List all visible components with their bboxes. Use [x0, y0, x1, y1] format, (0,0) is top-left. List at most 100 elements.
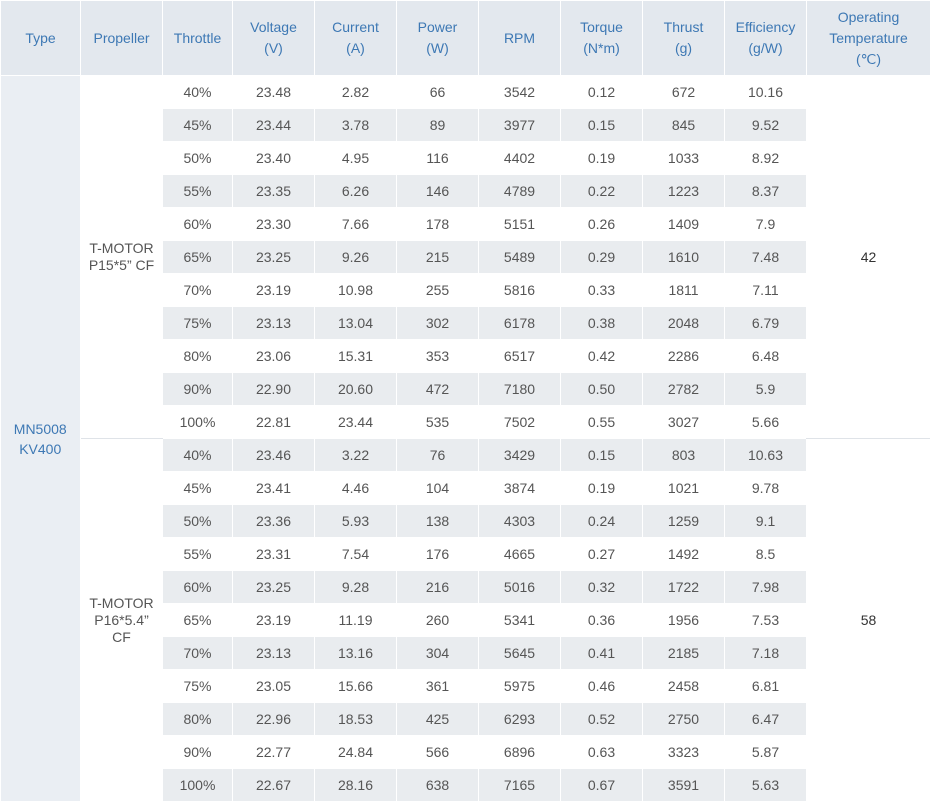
throttle-cell: 65% [163, 604, 233, 637]
voltage-cell: 23.13 [233, 637, 315, 670]
header-type: Type [1, 1, 81, 76]
thrust-cell: 3323 [643, 736, 725, 769]
voltage-cell: 22.90 [233, 373, 315, 406]
rpm-cell: 5975 [479, 670, 561, 703]
voltage-cell: 23.40 [233, 142, 315, 175]
power-cell: 138 [397, 505, 479, 538]
thrust-cell: 1259 [643, 505, 725, 538]
efficiency-cell: 10.63 [725, 439, 807, 472]
efficiency-cell: 6.48 [725, 340, 807, 373]
header-current: Current(A) [315, 1, 397, 76]
current-cell: 15.31 [315, 340, 397, 373]
efficiency-cell: 5.63 [725, 769, 807, 802]
voltage-cell: 23.41 [233, 472, 315, 505]
thrust-cell: 1409 [643, 208, 725, 241]
efficiency-cell: 8.5 [725, 538, 807, 571]
torque-cell: 0.52 [561, 703, 643, 736]
torque-cell: 0.15 [561, 439, 643, 472]
power-cell: 260 [397, 604, 479, 637]
rpm-cell: 4789 [479, 175, 561, 208]
power-cell: 178 [397, 208, 479, 241]
torque-cell: 0.38 [561, 307, 643, 340]
rpm-cell: 3977 [479, 109, 561, 142]
throttle-cell: 50% [163, 505, 233, 538]
header-torque: Torque(N*m) [561, 1, 643, 76]
throttle-cell: 50% [163, 142, 233, 175]
current-cell: 2.82 [315, 76, 397, 109]
header-rpm: RPM [479, 1, 561, 76]
rpm-cell: 3874 [479, 472, 561, 505]
current-cell: 18.53 [315, 703, 397, 736]
efficiency-cell: 6.47 [725, 703, 807, 736]
voltage-cell: 23.06 [233, 340, 315, 373]
voltage-cell: 23.19 [233, 274, 315, 307]
power-cell: 66 [397, 76, 479, 109]
torque-cell: 0.19 [561, 142, 643, 175]
rpm-cell: 5645 [479, 637, 561, 670]
power-cell: 566 [397, 736, 479, 769]
current-cell: 3.78 [315, 109, 397, 142]
power-cell: 216 [397, 571, 479, 604]
efficiency-cell: 7.48 [725, 241, 807, 274]
rpm-cell: 4303 [479, 505, 561, 538]
current-cell: 7.54 [315, 538, 397, 571]
efficiency-cell: 7.18 [725, 637, 807, 670]
header-propeller: Propeller [81, 1, 163, 76]
power-cell: 472 [397, 373, 479, 406]
rpm-cell: 5341 [479, 604, 561, 637]
thrust-cell: 1811 [643, 274, 725, 307]
voltage-cell: 23.44 [233, 109, 315, 142]
throttle-cell: 80% [163, 340, 233, 373]
rpm-cell: 5016 [479, 571, 561, 604]
voltage-cell: 23.48 [233, 76, 315, 109]
voltage-cell: 23.25 [233, 571, 315, 604]
thrust-cell: 672 [643, 76, 725, 109]
efficiency-cell: 8.37 [725, 175, 807, 208]
efficiency-cell: 10.16 [725, 76, 807, 109]
header-efficiency: Efficiency(g/W) [725, 1, 807, 76]
thrust-cell: 1223 [643, 175, 725, 208]
torque-cell: 0.12 [561, 76, 643, 109]
thrust-cell: 2782 [643, 373, 725, 406]
torque-cell: 0.15 [561, 109, 643, 142]
thrust-cell: 1956 [643, 604, 725, 637]
power-cell: 89 [397, 109, 479, 142]
efficiency-cell: 7.53 [725, 604, 807, 637]
power-cell: 361 [397, 670, 479, 703]
rpm-cell: 3542 [479, 76, 561, 109]
throttle-cell: 40% [163, 76, 233, 109]
power-cell: 104 [397, 472, 479, 505]
efficiency-cell: 7.9 [725, 208, 807, 241]
current-cell: 13.16 [315, 637, 397, 670]
current-cell: 15.66 [315, 670, 397, 703]
current-cell: 9.28 [315, 571, 397, 604]
current-cell: 6.26 [315, 175, 397, 208]
voltage-cell: 23.31 [233, 538, 315, 571]
header-power: Power(W) [397, 1, 479, 76]
torque-cell: 0.67 [561, 769, 643, 802]
power-cell: 638 [397, 769, 479, 802]
voltage-cell: 23.25 [233, 241, 315, 274]
thrust-cell: 1492 [643, 538, 725, 571]
rpm-cell: 7502 [479, 406, 561, 439]
torque-cell: 0.36 [561, 604, 643, 637]
rpm-cell: 5489 [479, 241, 561, 274]
rpm-cell: 7180 [479, 373, 561, 406]
rpm-cell: 5816 [479, 274, 561, 307]
current-cell: 23.44 [315, 406, 397, 439]
voltage-cell: 23.30 [233, 208, 315, 241]
current-cell: 10.98 [315, 274, 397, 307]
torque-cell: 0.27 [561, 538, 643, 571]
thrust-cell: 2185 [643, 637, 725, 670]
thrust-cell: 2750 [643, 703, 725, 736]
current-cell: 28.16 [315, 769, 397, 802]
voltage-cell: 23.35 [233, 175, 315, 208]
current-cell: 7.66 [315, 208, 397, 241]
torque-cell: 0.46 [561, 670, 643, 703]
thrust-cell: 2458 [643, 670, 725, 703]
current-cell: 3.22 [315, 439, 397, 472]
voltage-cell: 23.19 [233, 604, 315, 637]
current-cell: 5.93 [315, 505, 397, 538]
